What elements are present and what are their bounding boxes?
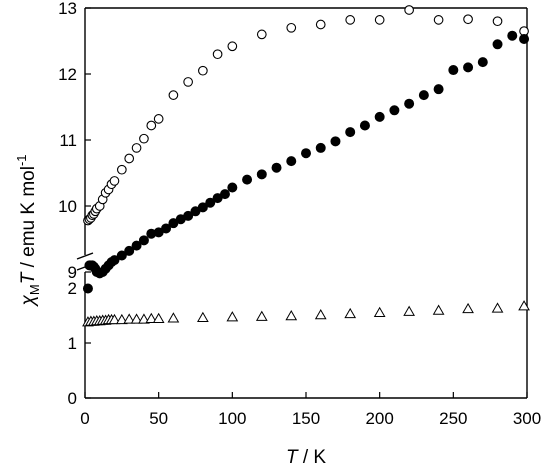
open-circle-point: [256, 29, 267, 40]
filled-circle-point: [138, 235, 149, 246]
open-triangle-point: [314, 308, 327, 320]
open-circle-point: [315, 19, 326, 30]
filled-circle-point: [286, 156, 297, 167]
x-tick-label: 0: [80, 409, 89, 428]
open-circle-point: [116, 164, 127, 175]
open-triangle-point: [432, 304, 445, 315]
filled-circle-point: [315, 142, 326, 153]
filled-circle-point: [161, 223, 172, 234]
filled-circle-point: [300, 148, 311, 159]
open-triangle-point: [518, 300, 530, 311]
open-circle-point: [109, 176, 120, 186]
x-tick-label: 50: [149, 409, 168, 428]
open-circle-point: [492, 16, 503, 27]
open-triangle-point: [167, 312, 180, 323]
open-triangle-point: [491, 302, 504, 313]
filled-circle-point: [463, 62, 474, 73]
filled-circle-point: [448, 65, 459, 76]
open-circle-point: [345, 15, 356, 25]
filled-circle-point: [131, 240, 142, 251]
open-triangle-point: [255, 310, 268, 321]
open-triangle-point: [285, 310, 298, 321]
open-circle-point: [227, 41, 238, 52]
x-tick-label: 300: [513, 409, 541, 428]
y-tick-label: 10: [58, 197, 77, 216]
y-tick-label: 2: [68, 279, 77, 298]
open-circle-point: [124, 153, 135, 164]
x-tick-label: 100: [218, 409, 246, 428]
filled-circle-point: [374, 111, 385, 122]
filled-circle-point: [433, 84, 444, 95]
y-tick-label: 9: [68, 263, 77, 282]
filled-circle-point: [271, 162, 282, 173]
x-tick-label: 250: [439, 409, 467, 428]
open-circle-point: [198, 65, 208, 76]
open-triangle-point: [403, 305, 415, 316]
filled-circle-point: [330, 136, 341, 147]
x-tick-label: 150: [292, 409, 320, 428]
x-tick-label: 200: [365, 409, 393, 428]
filled-circle-point: [183, 210, 194, 221]
filled-circle-point: [404, 98, 415, 109]
filled-circle-point: [124, 245, 135, 256]
open-triangle-point: [226, 311, 239, 322]
y-tick-label: 1: [68, 334, 77, 353]
open-circle-point: [286, 22, 297, 33]
filled-circle-point: [116, 250, 127, 261]
open-circle-point: [463, 14, 473, 25]
open-circle-point: [212, 49, 223, 60]
filled-circle-point: [507, 30, 518, 41]
open-triangle-point: [138, 313, 150, 324]
y-tick-label: 0: [68, 389, 77, 408]
open-circle-point: [146, 120, 157, 131]
open-circle-point: [183, 77, 193, 87]
open-triangle-point: [152, 312, 165, 324]
filled-circle-point: [359, 120, 370, 131]
filled-circle-point: [256, 169, 267, 180]
filled-circle-point: [418, 90, 429, 101]
filled-circle-point: [345, 127, 356, 138]
open-triangle-point: [115, 313, 128, 325]
open-triangle-point: [130, 313, 143, 324]
filled-circle-point: [477, 57, 488, 68]
open-circle-point: [131, 143, 142, 153]
filled-circle-point: [197, 202, 208, 213]
open-triangle-point: [462, 302, 474, 314]
open-triangle-point: [344, 307, 357, 319]
open-circle-point: [139, 133, 149, 144]
filled-circle-point: [227, 182, 238, 193]
open-triangle-point: [197, 311, 209, 322]
y-axis-title: χMT / emu K mol-1: [14, 154, 42, 307]
y-tick-label: 11: [59, 131, 77, 150]
x-axis-title: T / K: [286, 447, 326, 468]
filled-circle-point: [205, 197, 216, 208]
x-axis-ticks: 0 50 100 150 200 250 300: [80, 392, 541, 428]
y-tick-label: 12: [58, 65, 77, 84]
open-circle-point: [404, 5, 414, 15]
filled-circle-point: [389, 105, 400, 116]
filled-circle-point: [492, 39, 503, 50]
filled-circle-point: [242, 174, 253, 185]
plot-frame: [76, 7, 528, 399]
open-circle-point: [153, 114, 164, 124]
filled-circle-point: [519, 34, 530, 45]
open-circle-point: [374, 15, 385, 25]
filled-circle-point: [109, 255, 120, 266]
open-triangle-point: [108, 313, 121, 325]
open-circle-point: [433, 15, 444, 25]
open-circle-point: [168, 90, 179, 100]
filled-circle-point: [219, 189, 230, 200]
open-triangle-point: [145, 312, 158, 324]
open-triangle-point: [123, 313, 136, 324]
open-triangle-point: [373, 306, 386, 317]
y-tick-label: 13: [58, 0, 77, 18]
filled-circle-point: [82, 283, 93, 294]
data-markers: [82, 5, 530, 327]
